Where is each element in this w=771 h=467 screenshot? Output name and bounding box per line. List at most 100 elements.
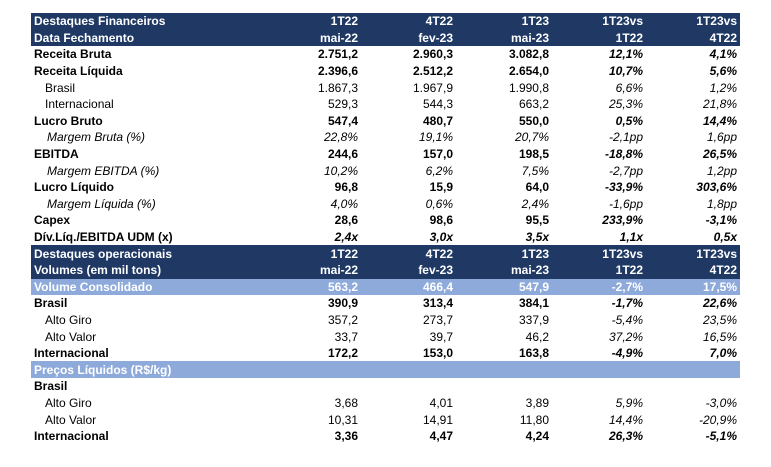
cell: 1,2pp <box>706 163 737 178</box>
row-label: Margem EBITDA (%) <box>47 163 160 178</box>
cell: 14,91 <box>422 412 453 427</box>
cell: 16,5% <box>702 329 737 344</box>
cell: 2.654,0 <box>508 64 549 79</box>
row-label: EBITDA <box>34 147 79 162</box>
cell: 6,2% <box>425 163 453 178</box>
cell: 1,1x <box>619 230 643 245</box>
row-label: Alto Giro <box>45 395 92 410</box>
empty-cell <box>361 361 456 379</box>
row-label: Volume Consolidado <box>31 278 271 296</box>
cell: 3,36 <box>334 429 358 444</box>
cell: 7,5% <box>521 163 549 178</box>
cell: -3,1% <box>705 213 737 228</box>
cell: -3,0% <box>705 395 737 410</box>
cell: 3,68 <box>334 395 358 410</box>
cell: 244,6 <box>327 147 358 162</box>
cell: 2.751,2 <box>317 47 358 62</box>
cell <box>646 378 740 395</box>
row-label: Internacional <box>45 97 114 112</box>
results-table: Destaques Financeiros 1T22 4T22 1T23 1T2… <box>31 13 740 444</box>
empty-cell <box>456 361 552 379</box>
header-cell: 1T23 <box>456 13 552 30</box>
cell: 14,4% <box>702 113 737 128</box>
cell: -1,6pp <box>608 196 643 211</box>
cell <box>552 378 646 395</box>
cell: -2,7pp <box>608 163 643 178</box>
financial-header-row-1: Destaques Financeiros 1T22 4T22 1T23 1T2… <box>31 13 740 30</box>
row-label: Receita Bruta <box>34 47 112 62</box>
table-row: Lucro Líquido 96,8 15,9 64,0 -33,9% 303,… <box>31 179 740 196</box>
row-label: Alto Valor <box>45 329 97 344</box>
header-cell-label: Destaques operacionais <box>31 245 271 262</box>
header-cell-label: Destaques Financeiros <box>31 13 271 30</box>
cell: 10,7% <box>608 64 643 79</box>
cell: 2,4x <box>334 230 358 245</box>
table-row: Capex 28,6 98,6 95,5 233,9% -3,1% <box>31 212 740 229</box>
empty-cell <box>271 361 361 379</box>
header-cell: mai-22 <box>271 29 361 47</box>
table-row: Brasil 1.867,3 1.967,9 1.990,8 6,6% 1,2% <box>31 79 740 96</box>
header-cell: 1T23 <box>456 245 552 262</box>
header-cell: 1T23vs <box>646 13 740 30</box>
cell: 96,8 <box>334 180 358 195</box>
cell: 98,6 <box>429 213 453 228</box>
header-cell: mai-23 <box>456 261 552 279</box>
header-cell: 1T22 <box>271 13 361 30</box>
cell: 357,2 <box>327 312 358 327</box>
cell: 4,1% <box>709 47 737 62</box>
header-cell: fev-23 <box>361 29 456 47</box>
table-row: Margem Líquida (%) 4,0% 0,6% 2,4% -1,6pp… <box>31 196 740 213</box>
cell: 4,0% <box>330 196 358 211</box>
cell: -18,8% <box>604 147 643 162</box>
header-cell-label: Volumes (em mil tons) <box>31 261 271 279</box>
cell: 7,0% <box>709 346 737 361</box>
cell: 19,1% <box>418 130 453 145</box>
cell: -5,1% <box>705 429 737 444</box>
cell: 529,3 <box>327 97 358 112</box>
results-table-container: Destaques Financeiros 1T22 4T22 1T23 1T2… <box>31 13 740 444</box>
table-row: Alto Valor 10,31 14,91 11,80 14,4% -20,9… <box>31 411 740 428</box>
table-row: Brasil 390,9 313,4 384,1 -1,7% 22,6% <box>31 295 740 312</box>
cell: 5,6% <box>709 64 737 79</box>
row-label: Receita Líquida <box>34 64 123 79</box>
cell: 273,7 <box>422 312 453 327</box>
cell: 1,8pp <box>706 196 737 211</box>
cell: 10,31 <box>327 412 358 427</box>
cell: 6,6% <box>615 80 643 95</box>
table-row: Margem Bruta (%) 22,8% 19,1% 20,7% -2,1p… <box>31 129 740 146</box>
cell: 23,5% <box>702 312 737 327</box>
cell: 22,8% <box>323 130 358 145</box>
row-label: Dív.Líq./EBITDA UDM (x) <box>34 230 173 245</box>
cell: 28,6 <box>334 213 358 228</box>
header-cell: 1T23vs <box>552 13 646 30</box>
cell <box>361 378 456 395</box>
cell: 0,6% <box>425 196 453 211</box>
cell: 11,80 <box>519 412 549 427</box>
cell: 313,4 <box>422 296 453 311</box>
cell: -2,1pp <box>608 130 643 145</box>
cell: 547,9 <box>456 278 552 296</box>
cell: 172,2 <box>327 346 358 361</box>
table-row: Alto Giro 357,2 273,7 337,9 -5,4% 23,5% <box>31 312 740 329</box>
empty-cell <box>552 361 646 379</box>
cell: 466,4 <box>361 278 456 296</box>
cell: 303,6% <box>696 180 737 195</box>
cell: 1.967,9 <box>412 80 453 95</box>
cell: 2,4% <box>521 196 549 211</box>
cell: 547,4 <box>327 113 358 128</box>
cell: 12,1% <box>608 47 643 62</box>
header-cell: 1T22 <box>271 245 361 262</box>
cell: 26,3% <box>608 429 643 444</box>
table-row: Alto Giro 3,68 4,01 3,89 5,9% -3,0% <box>31 395 740 412</box>
cell: 3,0x <box>429 230 453 245</box>
cell: 390,9 <box>327 296 358 311</box>
cell: 64,0 <box>525 180 549 195</box>
row-label: Brasil <box>34 296 68 311</box>
row-label: Margem Líquida (%) <box>47 196 156 211</box>
cell: 563,2 <box>271 278 361 296</box>
cell: 25,3% <box>608 97 643 112</box>
row-label: Lucro Líquido <box>34 180 114 195</box>
cell: -33,9% <box>604 180 643 195</box>
cell: 46,2 <box>525 329 549 344</box>
cell: 14,4% <box>608 412 643 427</box>
